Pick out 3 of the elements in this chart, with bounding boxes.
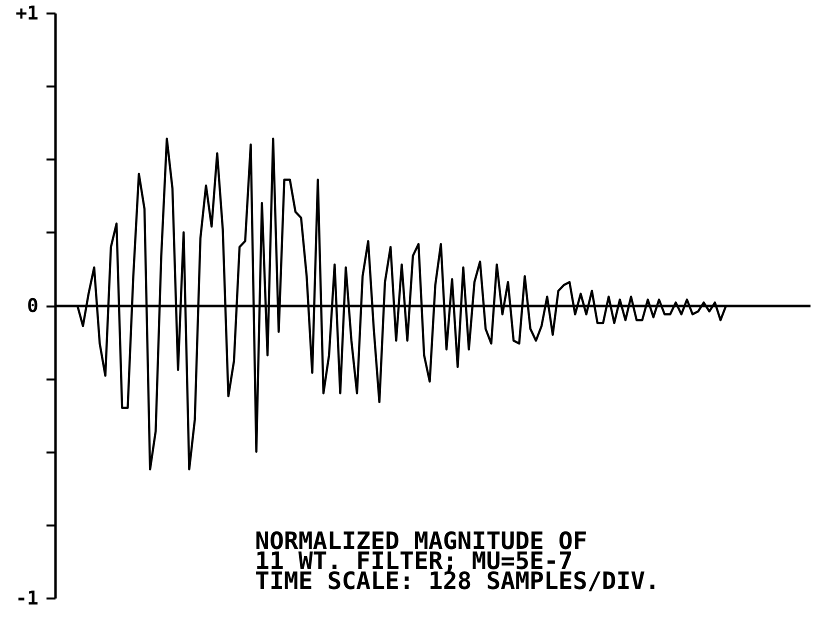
y-tick-label: -1: [16, 588, 38, 610]
y-tick-label: 0: [27, 295, 38, 317]
y-tick-label: +1: [16, 2, 38, 24]
